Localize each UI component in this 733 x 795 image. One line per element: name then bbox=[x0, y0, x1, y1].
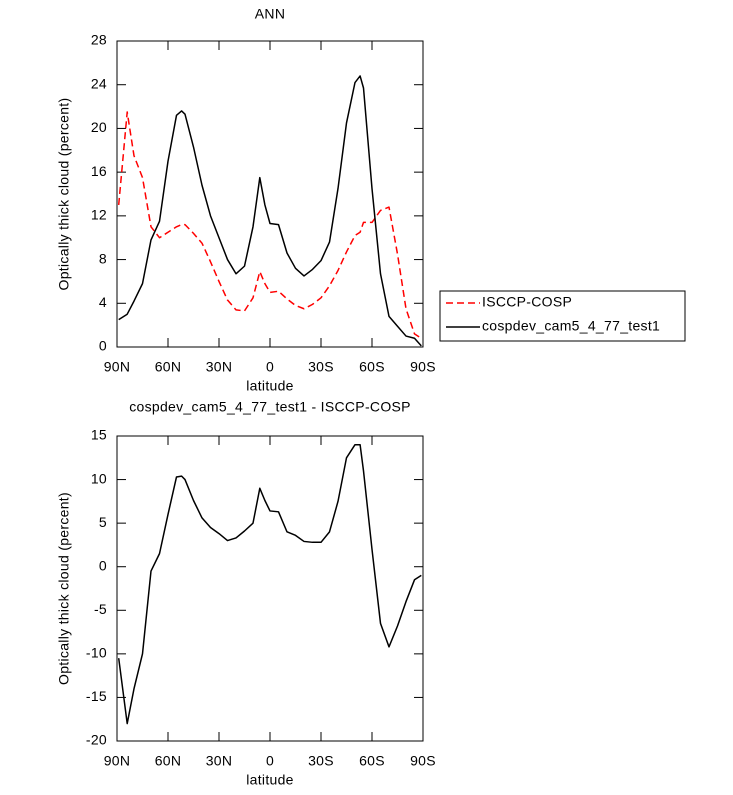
x-tick-label: 60N bbox=[155, 753, 182, 769]
y-tick-label: 28 bbox=[91, 32, 107, 48]
y-axis-label: Optically thick cloud (percent) bbox=[56, 492, 72, 685]
x-tick-label: 30N bbox=[206, 359, 233, 375]
y-tick-label: -20 bbox=[86, 732, 107, 748]
x-tick-label: 0 bbox=[266, 359, 274, 375]
y-tick-label: 8 bbox=[99, 250, 107, 266]
chart-title: cospdev_cam5_4_77_test1 - ISCCP-COSP bbox=[129, 399, 411, 415]
x-tick-label: 30S bbox=[308, 359, 334, 375]
legend-label: ISCCP-COSP bbox=[482, 294, 572, 310]
y-tick-label: -5 bbox=[94, 601, 107, 617]
y-axis-label: Optically thick cloud (percent) bbox=[56, 98, 72, 291]
x-tick-label: 30S bbox=[308, 753, 334, 769]
y-tick-label: -15 bbox=[86, 688, 107, 704]
chart-title: ANN bbox=[255, 6, 285, 22]
x-tick-label: 90N bbox=[104, 359, 131, 375]
series-line bbox=[117, 443, 422, 725]
x-tick-label: 90S bbox=[410, 753, 436, 769]
x-tick-label: 60S bbox=[359, 753, 385, 769]
y-tick-label: -10 bbox=[86, 645, 107, 661]
y-tick-label: 0 bbox=[99, 338, 107, 354]
plot-frame bbox=[116, 40, 424, 348]
legend-box bbox=[439, 290, 686, 342]
y-tick-label: 0 bbox=[99, 557, 107, 573]
x-tick-label: 60N bbox=[155, 359, 182, 375]
y-tick-label: 20 bbox=[91, 119, 107, 135]
x-axis-label: latitude bbox=[246, 772, 294, 788]
legend-label: cospdev_cam5_4_77_test1 bbox=[482, 318, 660, 334]
x-tick-label: 30N bbox=[206, 753, 233, 769]
series-line bbox=[118, 75, 422, 347]
x-tick-label: 60S bbox=[359, 359, 385, 375]
x-tick-label: 90N bbox=[104, 753, 131, 769]
y-tick-label: 12 bbox=[91, 207, 107, 223]
y-tick-label: 15 bbox=[91, 427, 107, 443]
x-tick-label: 0 bbox=[266, 753, 274, 769]
y-tick-label: 16 bbox=[91, 163, 107, 179]
x-tick-label: 90S bbox=[410, 359, 436, 375]
series-line bbox=[117, 111, 422, 339]
y-tick-label: 5 bbox=[99, 514, 107, 530]
y-tick-label: 4 bbox=[99, 294, 107, 310]
y-tick-label: 10 bbox=[91, 470, 107, 486]
x-axis-label: latitude bbox=[246, 378, 294, 394]
plot-frame bbox=[116, 435, 424, 742]
y-tick-label: 24 bbox=[91, 75, 107, 91]
